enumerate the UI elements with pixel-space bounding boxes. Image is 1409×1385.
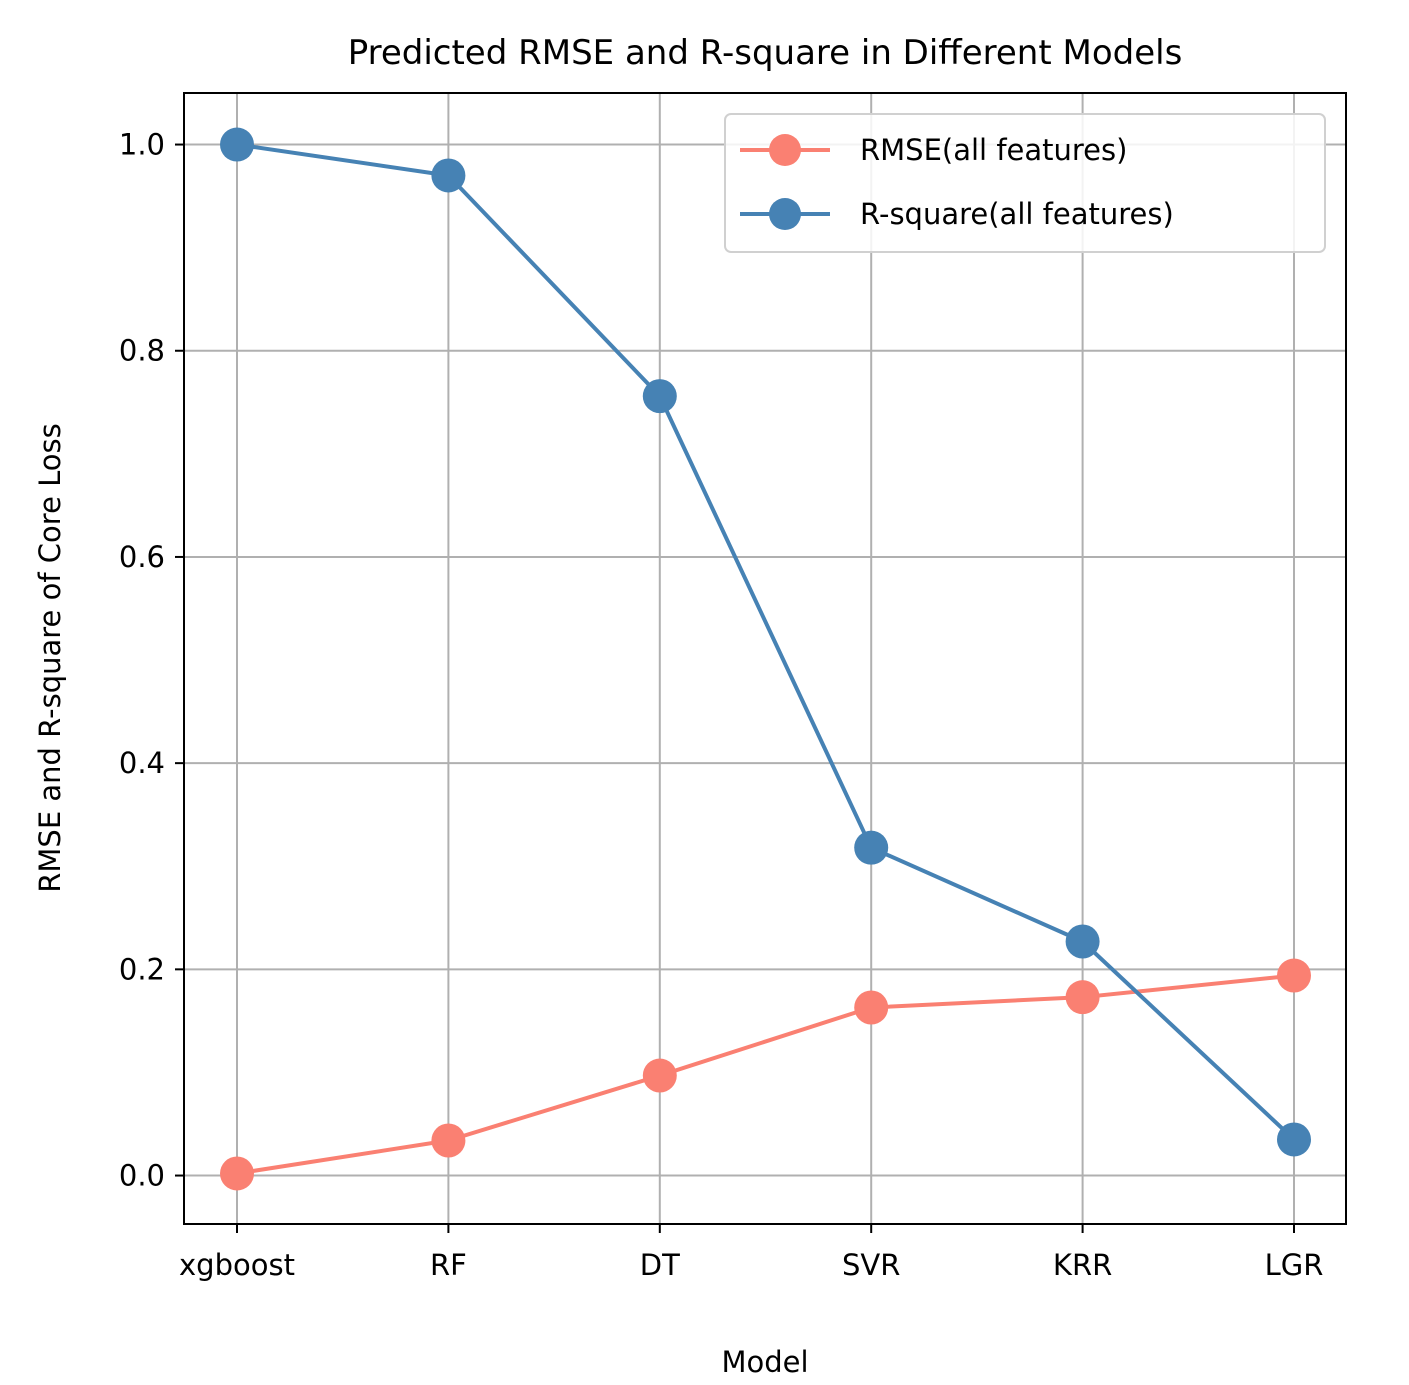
data-point-rmse: [854, 990, 889, 1025]
x-tick-label: KRR: [1053, 1248, 1112, 1282]
data-point-rsquare: [642, 379, 677, 414]
x-tick-label: SVR: [842, 1248, 900, 1282]
data-point-rmse: [642, 1058, 677, 1093]
x-tick-label: LGR: [1265, 1248, 1324, 1282]
y-tick-label: 0.4: [119, 746, 165, 780]
data-point-rmse: [1065, 980, 1100, 1015]
data-point-rmse: [1277, 958, 1311, 993]
y-tick-label: 0.8: [119, 334, 165, 368]
legend-marker-rmse: [769, 134, 801, 166]
x-axis: xgboost RF DT SVR KRR LGR: [179, 1224, 1323, 1282]
y-axis-label: RMSE and R-square of Core Loss: [33, 423, 67, 892]
legend: RMSE(all features) R-square(all features…: [724, 113, 1326, 253]
series-line-rsquare: [236, 142, 1296, 1141]
plot-frame: [183, 92, 1347, 1225]
x-axis-label: Model: [721, 1345, 808, 1379]
data-point-rmse: [431, 1123, 466, 1158]
x-tick-label: DT: [640, 1248, 680, 1282]
y-tick-label: 0.2: [119, 952, 165, 986]
y-tick-label: 1.0: [119, 128, 165, 162]
data-point-rsquare: [854, 830, 889, 865]
legend-marker-rsquare: [769, 198, 801, 230]
x-tick-label: RF: [430, 1248, 467, 1282]
y-tick-label: 0.0: [119, 1159, 165, 1193]
data-point-rsquare: [1277, 1122, 1311, 1157]
data-point-rsquare: [1065, 924, 1100, 959]
legend-label-rsquare: R-square(all features): [860, 197, 1174, 231]
chart-title: Predicted RMSE and R-square in Different…: [348, 33, 1183, 73]
x-tick-label: xgboost: [179, 1248, 295, 1282]
series-line-rmse: [236, 973, 1295, 1176]
y-axis: 0.0 0.2 0.4 0.6 0.8 1.0: [119, 128, 184, 1193]
data-point-rsquare: [431, 158, 466, 193]
legend-box: [724, 113, 1326, 253]
series-lines: [236, 142, 1296, 1176]
y-tick-label: 0.6: [119, 540, 165, 574]
data-point-rmse: [220, 1156, 254, 1191]
series-points: [220, 127, 1311, 1191]
grid: [184, 93, 1346, 1224]
data-point-rsquare: [220, 127, 254, 162]
legend-label-rmse: RMSE(all features): [860, 133, 1127, 167]
